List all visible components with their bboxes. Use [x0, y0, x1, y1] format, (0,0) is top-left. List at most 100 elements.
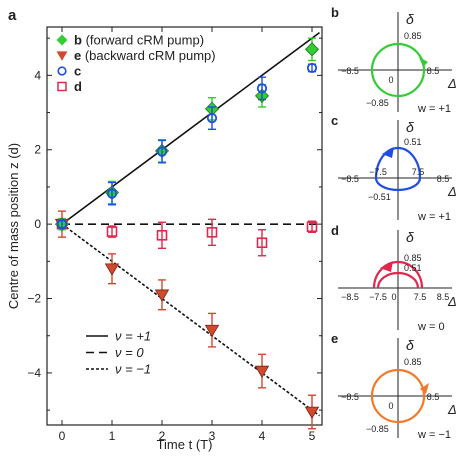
legend-label: e (backward cRM pump): [74, 48, 216, 63]
inset-tick-label: 8.5: [427, 392, 440, 402]
y-tick-label: −2: [27, 292, 41, 306]
y-tick-label: 2: [34, 143, 41, 157]
data-marks: [54, 37, 320, 430]
winding-arc-outer: [372, 260, 424, 289]
y-tick-label: −4: [27, 366, 41, 380]
inset-tick-label: 7.5: [412, 167, 425, 177]
winding-loop: [370, 368, 426, 424]
inset-e: e δ Δ −8.5 0 8.5 0.85 −0.85 w = −1: [331, 331, 457, 441]
plot-border: [46, 26, 323, 426]
panel-label-d: d: [331, 223, 339, 238]
inset-tick-label: 0.85: [404, 357, 422, 367]
circle-marker: [206, 113, 218, 124]
inset-tick-label: −8.5: [341, 174, 359, 184]
legend-marker: [57, 81, 67, 92]
inset-y-axis-label: δ: [406, 229, 414, 245]
main-plot-frame: 0 1 2 3 4 5 −4 −2 0 2 4: [27, 26, 323, 443]
inset-d: d δ Δ −8.5 −7.5 0 7.5 8.5 0.850.51 w = 0: [331, 223, 457, 333]
x-axis-title: Time t (T): [157, 437, 213, 452]
triangle-marker: [154, 289, 170, 302]
triangle-marker: [304, 406, 320, 419]
y-axis-title: Centre of mass position z (d): [6, 143, 21, 309]
inset-c: c δ Δ −8.5 −7.5 7.5 8.5 0.51 −0.51 w = +1: [331, 113, 457, 223]
inset-tick-label: −8.5: [341, 292, 359, 302]
panel-label-a: a: [8, 7, 17, 24]
inset-y-axis-label: δ: [406, 337, 414, 353]
inset-y-axis-label: δ: [406, 11, 414, 27]
x-tick-label: 4: [259, 429, 266, 443]
inset-tick-label: −8.5: [341, 66, 359, 76]
circle-marker: [106, 188, 118, 199]
winding-diagrams: b δ Δ −8.5 0 8.5 0.85 −0.85 w = +1 c δ Δ −8.5 −7.5 7.5…: [331, 5, 457, 441]
inset-x-axis-label: Δ: [447, 402, 457, 417]
winding-number-label: w = +1: [417, 103, 451, 115]
x-tick-label: 0: [59, 429, 66, 443]
inset-x-axis-label: Δ: [447, 294, 457, 309]
direction-arrow: [420, 383, 429, 394]
square-marker: [256, 237, 268, 249]
reference-lines: [61, 31, 320, 417]
x-tick-label: 2: [159, 429, 166, 443]
inset-tick-label: 0: [388, 75, 393, 85]
direction-arrow: [380, 261, 393, 272]
inset-tick-label: 8.5: [437, 292, 450, 302]
inset-tick-label: −0.85: [366, 424, 389, 434]
inset-tick-label: −7.5: [369, 292, 387, 302]
inset-tick-label: 8.5: [427, 66, 440, 76]
winding-arc-inner: [376, 271, 420, 289]
y-tick-label: 4: [34, 68, 41, 82]
y-tick-label: 0: [34, 217, 41, 231]
inset-y-axis-label: δ: [406, 119, 414, 135]
inset-tick-label: 0: [388, 401, 393, 411]
legend-label: c: [74, 64, 81, 79]
panel-label-e: e: [331, 331, 338, 346]
legend: b (forward cRM pump)e (backward cRM pump…: [56, 33, 216, 94]
inset-tick-label: 8.5: [437, 174, 450, 184]
x-tick-label: 3: [209, 429, 216, 443]
inset-x-axis-label: Δ: [447, 76, 457, 91]
circle-marker: [156, 146, 168, 157]
diamond-marker: [304, 42, 320, 57]
square-marker: [306, 221, 318, 233]
legend-label: d: [74, 79, 82, 94]
legend-marker: [56, 34, 68, 46]
inset-tick-label: 0.85: [404, 31, 422, 41]
legend-line-label: ν = −1: [115, 362, 151, 377]
legend-marker: [57, 66, 67, 76]
triangle-marker: [254, 365, 270, 379]
square-marker: [156, 229, 168, 241]
inset-x-axis-label: Δ: [447, 184, 457, 199]
x-tick-label: 5: [309, 429, 316, 443]
inset-tick-label: −0.51: [368, 192, 391, 202]
x-tick-label: 1: [109, 429, 116, 443]
inset-tick-label: 0.51: [404, 137, 422, 147]
inset-tick-label: 0.51: [404, 263, 422, 273]
square-marker: [106, 226, 118, 237]
inset-tick-label: −7.5: [369, 167, 387, 177]
reference-line: [61, 31, 320, 225]
winding-number-label: w = 0: [417, 321, 445, 333]
winding-loop: [370, 42, 426, 98]
direction-arrow: [419, 57, 428, 67]
circle-marker: [256, 83, 268, 94]
inset-tick-label: −8.5: [341, 392, 359, 402]
winding-number-label: w = +1: [417, 211, 451, 223]
circle-marker: [306, 62, 318, 74]
inset-tick-label: 0: [391, 292, 396, 302]
inset-tick-label: −0.85: [366, 98, 389, 108]
triangle-marker: [104, 263, 120, 276]
inset-tick-label: 7.5: [414, 292, 427, 302]
line-legend: ν = +1ν = 0 ν = −1: [86, 329, 151, 377]
legend-line-label: ν = +1: [115, 329, 151, 344]
winding-number-label: w = −1: [417, 429, 451, 441]
legend-line-label: ν = 0: [115, 345, 144, 360]
inset-b: b δ Δ −8.5 0 8.5 0.85 −0.85 w = +1: [331, 5, 457, 115]
triangle-marker: [204, 324, 220, 338]
legend-label: b (forward cRM pump): [74, 33, 204, 48]
legend-marker: [56, 51, 68, 61]
square-marker: [206, 227, 218, 238]
circle-marker: [56, 219, 68, 230]
inset-tick-label: 0.85: [404, 253, 422, 263]
direction-arrow: [382, 147, 394, 158]
